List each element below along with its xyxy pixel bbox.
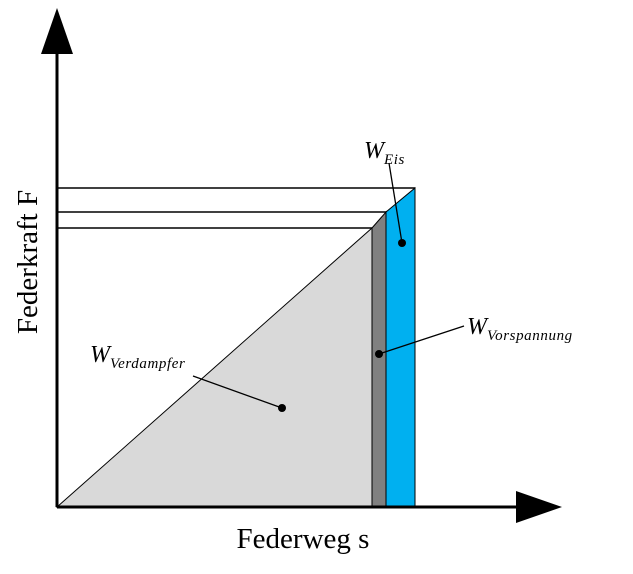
marker-dot-verdampfer [278,404,286,412]
y-axis-arrowhead [41,8,73,54]
x-axis-title: Federweg s [237,523,370,555]
label-w-vorspannung: WVorspannung [467,314,573,344]
x-axis-arrowhead [516,491,562,523]
label-w-verdampfer: WVerdampfer [90,342,185,372]
label-w-eis: WEis [364,138,405,168]
leader-line-vorspannung [378,325,465,355]
marker-dot-eis [398,239,406,247]
leader-line-verdampfer [192,375,283,409]
leader-line-eis [388,162,403,244]
y-axis-title: Federkraft F [12,190,44,334]
region-vorspannung [371,210,387,508]
marker-dot-vorspannung [375,350,383,358]
